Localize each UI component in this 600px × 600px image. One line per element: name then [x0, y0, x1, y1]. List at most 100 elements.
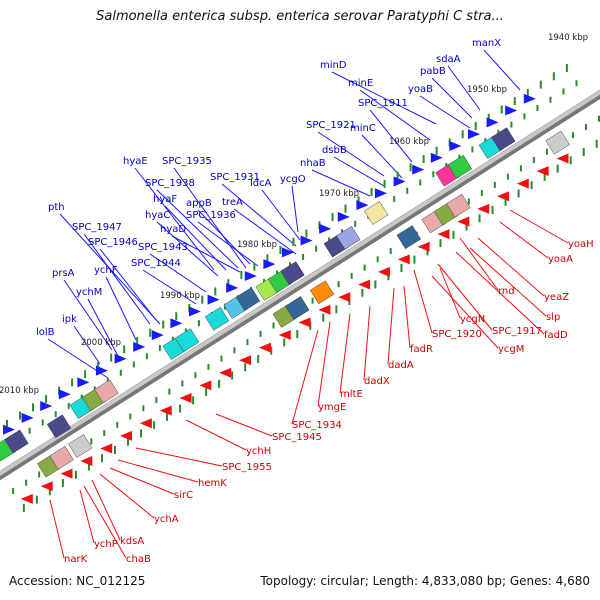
forward-gene-arrow	[393, 176, 406, 187]
forward-gene-label: SPC_1921	[306, 120, 356, 131]
forward-gene-arrow	[412, 164, 425, 175]
forward-gene-arrow	[77, 377, 90, 388]
reverse-gene-arrow	[278, 329, 291, 340]
leader-line	[173, 167, 247, 269]
gene-block	[336, 225, 361, 250]
forward-gene-label: SPC_1938	[145, 178, 195, 189]
reverse-gene-label: SPC_1955	[222, 462, 272, 473]
gene-block	[309, 280, 335, 305]
reverse-gene-label: dadA	[388, 360, 414, 371]
forward-gene-label: minD	[320, 60, 347, 71]
leader-line	[387, 287, 395, 365]
forward-gene-arrow	[300, 235, 313, 246]
tick-label: 1980 kbp	[237, 240, 277, 250]
forward-gene-label: SPC_1946	[88, 237, 138, 248]
forward-gene-label: minE	[348, 78, 373, 89]
reverse-gene-arrow	[298, 317, 311, 328]
leader-line	[291, 329, 319, 425]
forward-gene-label: SPC_1944	[131, 258, 181, 269]
tick-label: 1990 kbp	[160, 291, 200, 301]
forward-gene-arrow	[151, 330, 164, 341]
reverse-gene-arrow	[477, 203, 490, 214]
gene-block	[491, 127, 516, 152]
forward-gene-label: SPC_1947	[72, 222, 122, 233]
gene-block	[68, 434, 93, 458]
leader-line	[135, 447, 223, 467]
forward-gene-arrow	[188, 306, 201, 317]
leader-line	[185, 419, 247, 451]
reverse-gene-arrow	[338, 292, 351, 303]
leader-line	[233, 208, 297, 255]
forward-gene-arrow	[281, 247, 294, 258]
forward-gene-arrow	[467, 129, 480, 140]
leader-line	[499, 221, 549, 259]
forward-gene-arrow	[21, 412, 34, 423]
reverse-gene-label: yoaA	[548, 254, 573, 265]
reverse-gene-label: ycgM	[498, 344, 524, 355]
reverse-gene-arrow	[20, 493, 33, 504]
leader-line	[156, 189, 239, 269]
leader-line	[469, 247, 547, 317]
leader-line	[105, 276, 137, 341]
forward-gene-arrow	[226, 282, 239, 293]
reverse-gene-label: ymgE	[318, 402, 346, 413]
forward-gene-arrow	[356, 200, 369, 211]
reverse-gene-arrow	[179, 393, 192, 404]
leader-line	[49, 499, 65, 559]
gene-block	[174, 328, 200, 352]
reverse-gene-label: ychP	[94, 539, 118, 550]
reverse-gene-arrow	[40, 481, 53, 492]
leader-line	[369, 109, 413, 163]
leader-line	[197, 221, 259, 267]
reverse-gene-arrow	[397, 254, 410, 265]
genome-backbone	[0, 89, 600, 477]
leader-line	[339, 313, 351, 394]
forward-gene-label: hyaF	[153, 194, 177, 205]
leader-line	[221, 183, 297, 247]
forward-gene-label: minC	[350, 123, 376, 134]
leader-line	[197, 209, 251, 265]
reverse-gene-arrow	[120, 430, 133, 441]
gene-block	[396, 225, 421, 249]
leader-line	[171, 235, 241, 273]
reverse-gene-label: slp	[546, 312, 560, 323]
forward-gene-arrow	[449, 140, 462, 151]
reverse-gene-arrow	[80, 456, 93, 467]
forward-gene-arrow	[263, 259, 276, 270]
forward-gene-label: ychM	[76, 287, 102, 298]
forward-gene-label: dsbB	[322, 145, 347, 156]
leader-line	[91, 479, 121, 541]
reverse-gene-arrow	[377, 266, 390, 277]
leader-line	[79, 489, 95, 544]
leader-line	[361, 134, 403, 179]
forward-gene-arrow	[207, 294, 220, 305]
leader-line	[403, 285, 411, 349]
leader-line	[87, 298, 119, 357]
leader-line	[439, 267, 461, 319]
leader-line	[363, 305, 371, 381]
reverse-gene-arrow	[199, 380, 212, 391]
forward-gene-arrow	[523, 93, 536, 104]
reverse-gene-label: fadR	[410, 344, 433, 355]
forward-gene-label: ycgO	[280, 174, 306, 185]
forward-gene-label: SPC_1931	[210, 172, 260, 183]
leader-line	[134, 167, 215, 271]
reverse-gene-label: fadD	[544, 330, 568, 341]
gene-block	[204, 306, 230, 331]
reverse-gene-label: yoaH	[568, 239, 594, 250]
gene-block	[446, 193, 471, 218]
reverse-gene-arrow	[536, 166, 549, 177]
forward-gene-label: SPC_1936	[186, 210, 236, 221]
forward-gene-label: pth	[48, 202, 65, 213]
forward-gene-arrow	[114, 353, 127, 364]
leader-line	[331, 71, 437, 125]
reverse-gene-label: kdsA	[120, 536, 144, 547]
reverse-gene-arrow	[496, 191, 509, 202]
leader-line	[291, 185, 299, 233]
forward-gene-arrow	[2, 424, 15, 435]
reverse-gene-label: SPC_1920	[432, 329, 482, 340]
leader-line	[431, 275, 499, 349]
tick-label: 1950 kbp	[467, 85, 507, 95]
forward-gene-arrow	[40, 401, 53, 412]
